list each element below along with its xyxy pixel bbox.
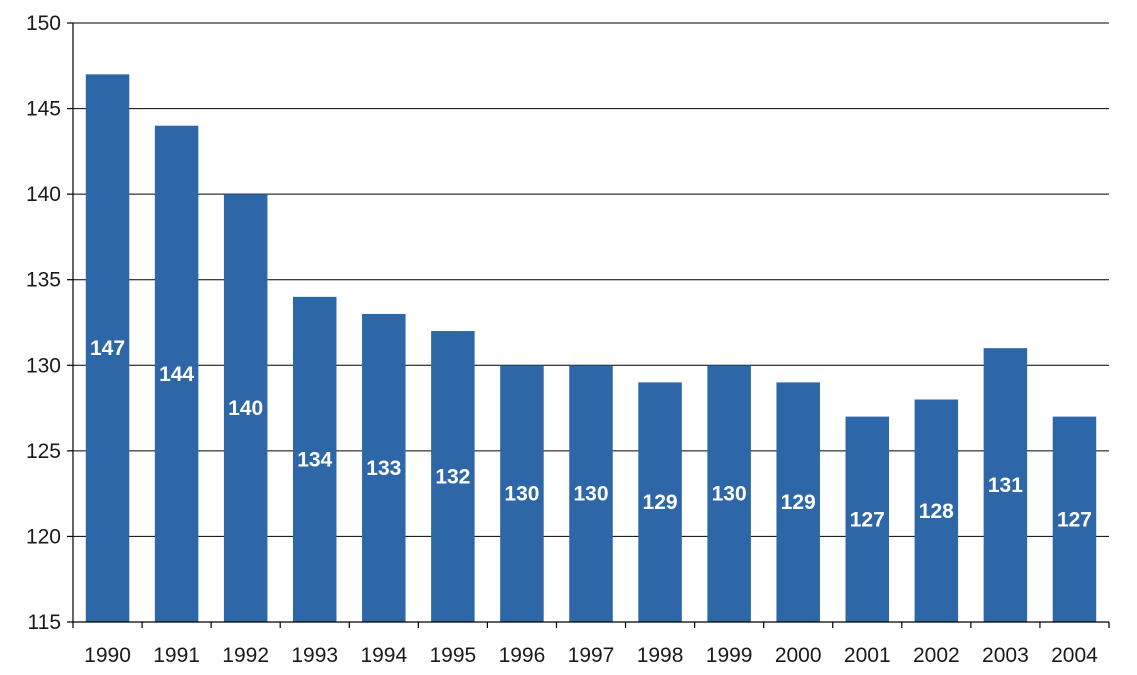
bar-1992: [223, 194, 268, 622]
bar-2001: [845, 416, 890, 622]
x-tick-label: 2001: [844, 644, 891, 667]
x-tick-label: 1992: [222, 644, 269, 667]
y-tick-label: 120: [26, 525, 61, 548]
data-label-1999: 130: [712, 483, 747, 506]
bar-1993: [292, 296, 337, 622]
x-tick-label: 1996: [499, 644, 546, 667]
bar-1990: [85, 74, 130, 623]
data-label-1991: 144: [159, 363, 194, 386]
x-tick-label: 2002: [913, 644, 960, 667]
data-label-1998: 129: [643, 491, 678, 514]
y-tick-label: 130: [26, 354, 61, 377]
data-label-2004: 127: [1057, 508, 1092, 531]
y-tick-label: 125: [26, 440, 61, 463]
y-tick-label: 150: [26, 12, 61, 35]
bar-2000: [776, 382, 820, 622]
x-tick-label: 1995: [430, 644, 477, 667]
x-tick-label: 1997: [568, 644, 615, 667]
data-label-1997: 130: [573, 483, 608, 506]
x-tick-label: 1998: [637, 644, 684, 667]
bar-2003: [983, 348, 1028, 622]
x-tick-label: 2003: [982, 644, 1029, 667]
data-label-1993: 134: [297, 448, 332, 471]
data-label-2003: 131: [988, 474, 1023, 497]
axes: [67, 22, 1110, 628]
data-label-2002: 128: [919, 500, 954, 523]
x-tick-labels: 1990 1991 1992 1993 1994 1995 1996 1997 1998 1999…: [84, 644, 1098, 667]
data-label-2000: 129: [781, 491, 816, 514]
data-label-2001: 127: [850, 508, 885, 531]
bar-1997: [569, 365, 613, 622]
bar-1994: [362, 313, 406, 622]
y-tick-label: 115: [28, 611, 61, 634]
x-tick-label: 1999: [706, 644, 753, 667]
y-tick-label: 145: [26, 98, 61, 121]
y-tick-label: 135: [26, 269, 61, 292]
data-label-1994: 133: [366, 457, 401, 480]
y-tick-label: 140: [26, 183, 61, 206]
bar-1998: [638, 382, 682, 622]
data-label-1996: 130: [504, 483, 539, 506]
data-label-1992: 140: [228, 397, 263, 420]
data-labels: 147 144 140 134 133 132 130 130 129 130 129 127 128 1…: [90, 337, 1092, 531]
x-tick-label: 1990: [84, 644, 131, 667]
data-label-1995: 132: [435, 466, 470, 489]
x-tick-label: 1994: [360, 644, 407, 667]
data-label-1990: 147: [90, 337, 125, 360]
bar-1995: [431, 331, 475, 622]
bar-2002: [914, 399, 959, 622]
bar-1991: [154, 125, 199, 622]
bars: [85, 74, 1097, 623]
bar-2004: [1052, 416, 1097, 622]
y-tick-labels: 115 120 125 130 135 140 145 150: [26, 12, 61, 634]
x-tick-label: 1993: [291, 644, 338, 667]
x-tick-label: 2000: [775, 644, 822, 667]
x-tick-label: 2004: [1051, 644, 1098, 667]
bar-1999: [707, 365, 751, 622]
x-tick-label: 1991: [153, 644, 200, 667]
bar-1996: [500, 365, 544, 622]
